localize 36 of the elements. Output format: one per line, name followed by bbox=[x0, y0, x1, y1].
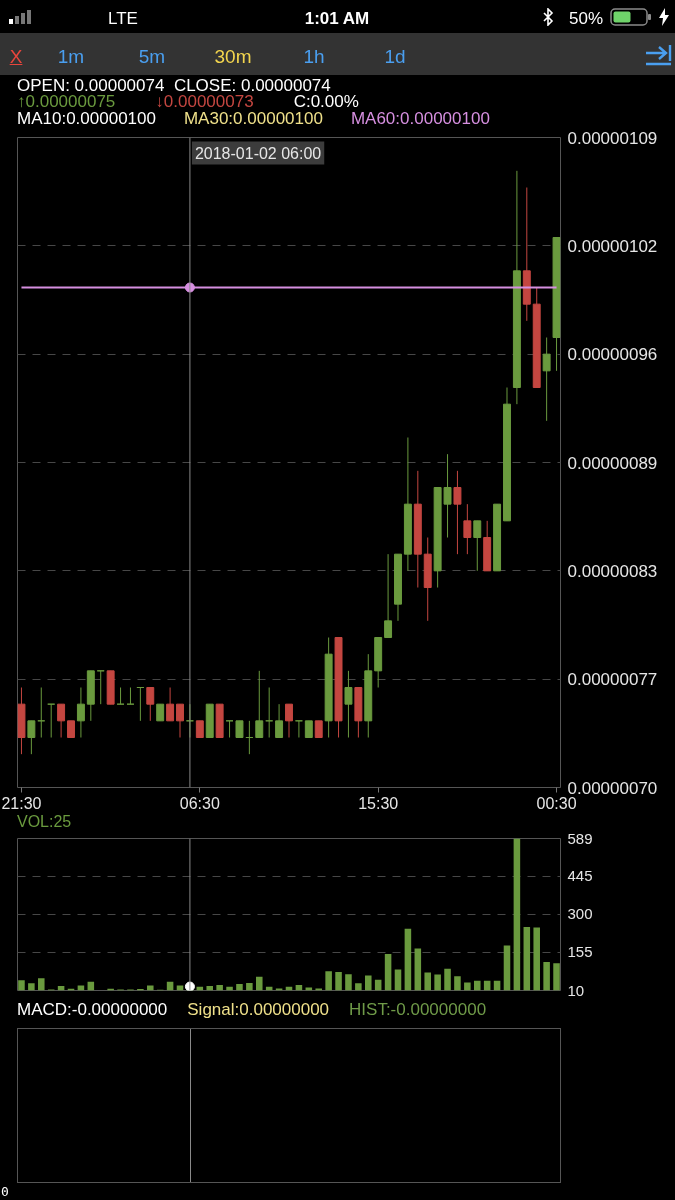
y-tick-label: 0.00000109 bbox=[567, 128, 658, 148]
ref-line-label: 2018-01-02 06:00 bbox=[194, 144, 322, 162]
text: 1d bbox=[383, 45, 407, 69]
text: 1:01 AM bbox=[303, 8, 371, 30]
text: 30m bbox=[213, 45, 253, 69]
text: ↑0.00000075 bbox=[17, 92, 116, 111]
text: X bbox=[8, 45, 24, 69]
text: LTE bbox=[108, 8, 138, 30]
chart-title: VOL:25 bbox=[17, 813, 72, 831]
y-tick-label: 155 bbox=[567, 943, 593, 961]
text: OPEN: 0.00000074 CLOSE: 0.00000074 bbox=[17, 75, 331, 95]
text: ↓0.00000073 bbox=[155, 92, 254, 111]
text: 1m bbox=[56, 45, 86, 69]
x-tick-label: 15:30 bbox=[358, 794, 399, 812]
y-tick-label: 589 bbox=[567, 829, 593, 847]
y-tick-label: 0.00000089 bbox=[567, 453, 658, 473]
text: HIST:-0.00000000 bbox=[349, 1000, 487, 1019]
text: MA30:0.00000100 bbox=[183, 108, 323, 128]
y-tick-label: 445 bbox=[567, 867, 593, 885]
text: MA10:0.00000100 bbox=[17, 108, 156, 128]
text: 0 bbox=[1, 1184, 9, 1199]
text: MA60:0.00000100 bbox=[350, 108, 490, 128]
text: MACD:-0.00000000 bbox=[17, 1000, 168, 1019]
y-tick-label: 0.00000083 bbox=[567, 561, 658, 581]
y-tick-label: 0.00000102 bbox=[567, 236, 658, 256]
x-tick-label: 06:30 bbox=[179, 794, 220, 812]
y-tick-label: 0.00000077 bbox=[567, 670, 658, 690]
x-tick-label: 21:30 bbox=[1, 794, 42, 812]
y-tick-label: 300 bbox=[567, 905, 593, 923]
text: 5m bbox=[137, 45, 167, 69]
y-tick-label: 0.00000096 bbox=[567, 345, 658, 365]
text: C:0.00% bbox=[293, 92, 359, 111]
text: Signal:0.00000000 bbox=[187, 1000, 330, 1019]
text: 50% bbox=[568, 8, 603, 30]
text: 1h bbox=[302, 45, 326, 69]
y-tick-label: 10 bbox=[567, 981, 585, 999]
